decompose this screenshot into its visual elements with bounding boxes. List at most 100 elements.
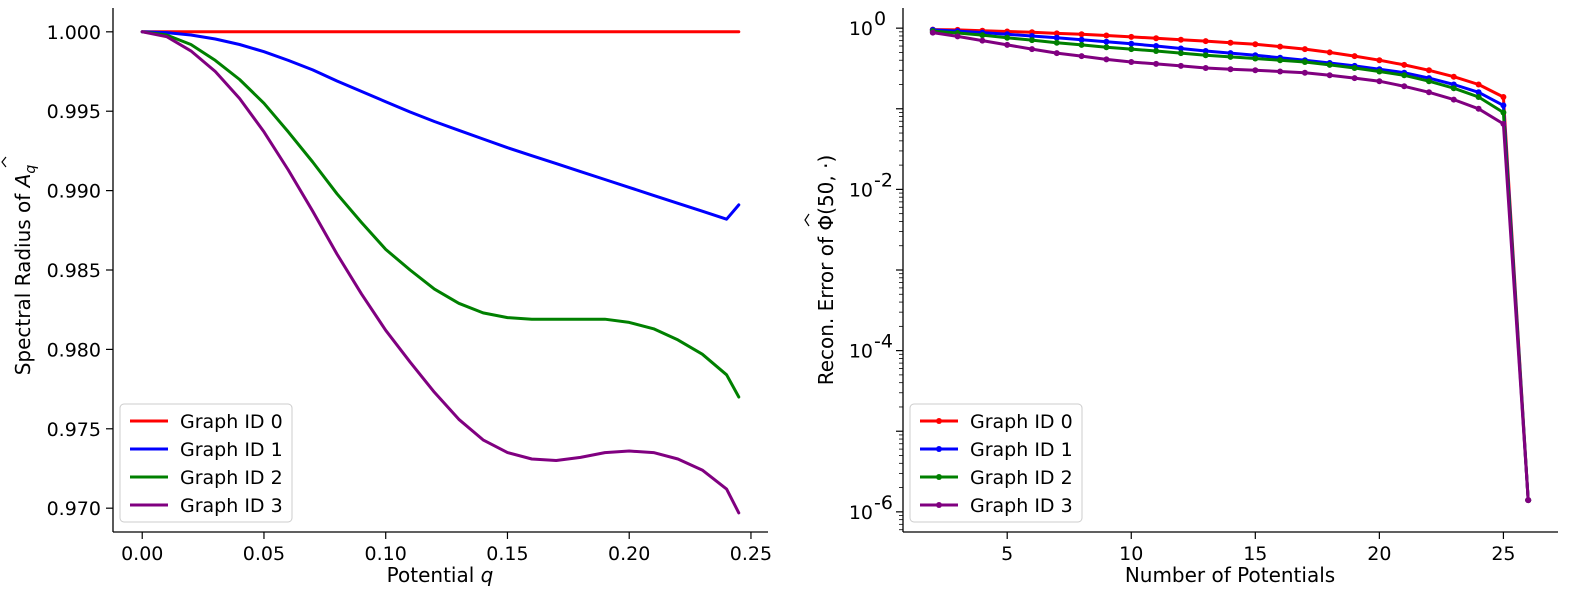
left-legend-label: Graph ID 2 bbox=[180, 467, 283, 489]
left-legend-label: Graph ID 1 bbox=[180, 439, 283, 461]
right-series-point-2 bbox=[1351, 65, 1358, 71]
left-y-tick-label: 0.990 bbox=[47, 181, 101, 203]
left-y-tick-label: 0.970 bbox=[47, 498, 101, 520]
right-series-point-3 bbox=[1103, 56, 1110, 63]
right-series-point-1 bbox=[1029, 33, 1035, 39]
right-series-point-0 bbox=[1202, 38, 1209, 45]
right-x-tick-label: 5 bbox=[1001, 543, 1013, 565]
right-series-point-0 bbox=[1053, 30, 1060, 37]
right-legend-frame bbox=[909, 403, 1083, 523]
left-y-label-hat bbox=[1, 156, 7, 168]
right-series-point-1 bbox=[1500, 102, 1507, 109]
right-series-point-1 bbox=[1202, 48, 1209, 54]
right-x-tick-label: 15 bbox=[1243, 543, 1267, 565]
left-legend-frame bbox=[119, 403, 293, 523]
right-series-point-3 bbox=[1401, 83, 1408, 90]
right-x-tick-label: 10 bbox=[1119, 543, 1143, 565]
left-x-tick-label: 0.10 bbox=[365, 543, 407, 565]
right-series-point-3 bbox=[1202, 65, 1209, 71]
right-series-point-2 bbox=[1401, 72, 1408, 79]
right-series-point-2 bbox=[1450, 85, 1457, 92]
right-series-point-3 bbox=[1153, 60, 1160, 67]
right-series-point-3 bbox=[1128, 59, 1135, 65]
left-y-tick-label: 0.995 bbox=[47, 101, 101, 123]
right-y-tick-label: 10 bbox=[849, 502, 873, 524]
right-series-point-2 bbox=[1326, 61, 1333, 68]
right-series-point-3 bbox=[1376, 78, 1383, 85]
left-y-tick-label: 0.975 bbox=[47, 419, 101, 441]
right-series-point-3 bbox=[1500, 120, 1507, 127]
left-chart: 0.00 0.05 0.10 0.15 0.20 0.25 0.970 0.975 0.980 0… bbox=[1, 8, 772, 587]
left-x-tick-label: 0.00 bbox=[121, 543, 163, 565]
right-series-point-2 bbox=[1277, 57, 1284, 64]
right-series-point-2 bbox=[1103, 44, 1110, 51]
right-series-point-1 bbox=[1475, 89, 1482, 96]
right-series-point-2 bbox=[1128, 46, 1135, 53]
left-series-line-1 bbox=[140, 30, 741, 221]
right-series-point-0 bbox=[1153, 35, 1160, 42]
right-x-tick-label: 20 bbox=[1367, 543, 1391, 565]
right-series-point-2 bbox=[1053, 39, 1060, 46]
right-legend: Graph ID 0 Graph ID 1 Graph ID 2 Graph ID 3 bbox=[909, 403, 1083, 523]
right-series-point-1 bbox=[1078, 36, 1085, 43]
right-series-point-3 bbox=[1277, 68, 1284, 75]
left-x-axis-label: Potential q bbox=[387, 563, 494, 587]
right-y-tick-label: 10 bbox=[849, 18, 873, 40]
right-series-point-2 bbox=[1153, 48, 1160, 54]
right-series-point-2 bbox=[1177, 50, 1184, 57]
right-y-label-hat bbox=[804, 213, 810, 227]
left-y-axis-label: Spectral Radius of Aq bbox=[11, 165, 39, 376]
right-series-point-0 bbox=[1401, 61, 1408, 68]
right-y-tick-exponent: -6 bbox=[874, 492, 893, 514]
right-series-point-0 bbox=[1103, 32, 1110, 39]
right-series-point-2 bbox=[1202, 52, 1209, 59]
right-series-point-0 bbox=[1500, 94, 1507, 100]
left-legend-label: Graph ID 3 bbox=[180, 495, 283, 517]
right-series-point-0 bbox=[1376, 57, 1383, 64]
right-series-point-3 bbox=[1227, 66, 1234, 73]
right-series-point-3 bbox=[1351, 75, 1358, 82]
right-series-point-3 bbox=[1426, 89, 1432, 96]
right-series-point-3 bbox=[1475, 105, 1482, 112]
right-series-point-2 bbox=[1078, 41, 1085, 48]
left-y-tick-label: 0.980 bbox=[47, 339, 101, 361]
right-series-point-0 bbox=[1301, 46, 1308, 53]
right-series-point-0 bbox=[1128, 33, 1135, 40]
right-series-point-2 bbox=[1376, 68, 1383, 75]
right-legend-label: Graph ID 1 bbox=[970, 439, 1073, 461]
right-x-tick-label: 25 bbox=[1491, 543, 1515, 565]
right-series-point-2 bbox=[1227, 53, 1234, 60]
right-series-point-1 bbox=[1177, 45, 1184, 52]
right-series-point-0 bbox=[1277, 43, 1284, 50]
right-series-point-0 bbox=[1078, 31, 1085, 38]
left-series-line-3 bbox=[140, 30, 741, 515]
right-series-point-3 bbox=[929, 29, 936, 36]
right-y-tick-label: 10 bbox=[849, 179, 873, 201]
left-y-tick-label: 0.985 bbox=[47, 260, 101, 282]
right-series-point-0 bbox=[1252, 41, 1259, 48]
right-series-point-3 bbox=[1525, 497, 1532, 504]
right-series-point-1 bbox=[1103, 38, 1110, 45]
left-legend: Graph ID 0 Graph ID 1 Graph ID 2 Graph ID 3 bbox=[119, 403, 293, 523]
right-y-tick-label: 10 bbox=[849, 341, 873, 363]
right-y-tick-exponent: -4 bbox=[874, 331, 893, 353]
right-series-point-0 bbox=[1326, 49, 1333, 56]
right-series-point-2 bbox=[1029, 37, 1035, 44]
right-series-point-3 bbox=[1078, 53, 1085, 60]
right-series-point-0 bbox=[1177, 36, 1184, 43]
right-series-point-2 bbox=[979, 32, 986, 39]
left-legend-label: Graph ID 0 bbox=[180, 411, 283, 433]
right-series-point-3 bbox=[979, 37, 986, 44]
left-y-tick-label: 1.000 bbox=[47, 22, 101, 44]
right-series-point-3 bbox=[1252, 67, 1259, 74]
right-series-point-3 bbox=[1004, 41, 1011, 48]
right-series-point-3 bbox=[1177, 62, 1184, 69]
right-series-point-2 bbox=[1426, 78, 1432, 85]
right-legend-label: Graph ID 0 bbox=[970, 411, 1073, 433]
right-series-point-2 bbox=[1252, 55, 1259, 62]
right-series-point-0 bbox=[1475, 81, 1482, 88]
right-series-point-3 bbox=[954, 33, 961, 40]
right-legend-marker bbox=[936, 446, 942, 452]
right-series-point-1 bbox=[1128, 40, 1135, 47]
